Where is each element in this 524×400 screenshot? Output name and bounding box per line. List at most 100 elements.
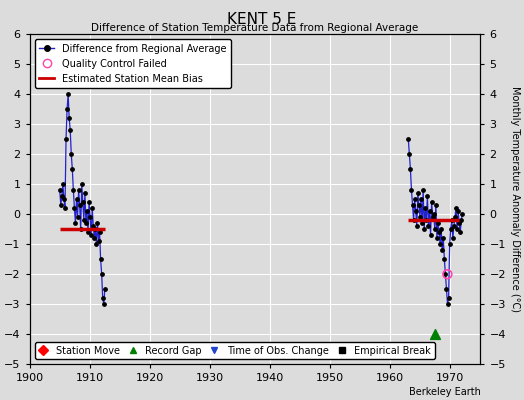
Point [406, 166, 414, 172]
Point [84, 229, 92, 236]
Point [64, 91, 72, 97]
Point [442, 286, 451, 292]
Point [421, 205, 430, 211]
Point [417, 196, 425, 202]
Point [431, 226, 439, 232]
Point [416, 214, 424, 220]
Point [83, 208, 91, 214]
Point [96, 256, 105, 262]
Point [409, 217, 418, 224]
Point [444, 295, 453, 302]
Point [451, 214, 459, 220]
Point [443, 271, 452, 278]
Point [432, 202, 440, 208]
Point [412, 223, 421, 230]
Point [455, 220, 463, 226]
Point [91, 226, 100, 232]
Point [418, 220, 427, 226]
Point [413, 190, 422, 196]
Point [425, 208, 434, 214]
Point [56, 187, 64, 193]
Point [458, 211, 466, 217]
Point [419, 187, 428, 193]
Point [67, 151, 75, 157]
Point [428, 199, 436, 205]
Text: KENT 5 E: KENT 5 E [227, 12, 297, 27]
Legend: Station Move, Record Gap, Time of Obs. Change, Empirical Break: Station Move, Record Gap, Time of Obs. C… [35, 342, 435, 360]
Point [456, 229, 464, 236]
Point [449, 235, 457, 242]
Point [58, 193, 66, 199]
Point [437, 226, 445, 232]
Point [95, 229, 104, 236]
Point [422, 217, 431, 224]
Point [61, 205, 69, 211]
Point [87, 232, 95, 238]
Point [427, 232, 435, 238]
Point [99, 295, 107, 302]
Point [59, 181, 67, 187]
Point [431, 331, 440, 338]
Point [78, 181, 86, 187]
Point [429, 214, 437, 220]
Point [92, 241, 101, 248]
Point [97, 271, 106, 278]
Point [93, 220, 102, 226]
Point [71, 220, 80, 226]
Point [94, 238, 103, 244]
Point [454, 208, 462, 214]
Point [73, 214, 82, 220]
Point [411, 208, 420, 214]
Point [77, 226, 85, 232]
Point [434, 220, 442, 226]
Point [450, 223, 458, 230]
Point [65, 115, 73, 121]
Point [435, 229, 443, 236]
Point [79, 199, 87, 205]
Point [443, 301, 452, 308]
Point [88, 205, 96, 211]
Title: Difference of Station Temperature Data from Regional Average: Difference of Station Temperature Data f… [91, 23, 419, 33]
Point [85, 199, 93, 205]
Point [441, 271, 450, 278]
Point [80, 217, 88, 224]
Point [423, 193, 432, 199]
Point [424, 223, 433, 230]
Point [407, 187, 416, 193]
Point [445, 241, 454, 248]
Point [63, 106, 71, 112]
Point [420, 226, 429, 232]
Point [452, 205, 460, 211]
Point [89, 223, 97, 230]
Point [453, 226, 461, 232]
Point [408, 202, 417, 208]
Point [86, 214, 94, 220]
Point [70, 205, 79, 211]
Point [414, 202, 423, 208]
Point [438, 247, 446, 254]
Point [457, 217, 465, 224]
Point [101, 286, 109, 292]
Point [68, 166, 77, 172]
Point [75, 202, 84, 208]
Point [446, 226, 455, 232]
Point [439, 235, 447, 242]
Point [69, 187, 78, 193]
Point [404, 136, 412, 142]
Text: Berkeley Earth: Berkeley Earth [409, 387, 481, 397]
Point [433, 235, 441, 242]
Point [62, 136, 70, 142]
Point [81, 190, 89, 196]
Point [436, 241, 444, 248]
Point [72, 196, 81, 202]
Point [57, 202, 65, 208]
Point [90, 235, 99, 242]
Point [440, 256, 449, 262]
Point [60, 196, 68, 202]
Point [405, 151, 413, 157]
Point [100, 301, 108, 308]
Point [410, 196, 419, 202]
Point [447, 217, 456, 224]
Point [430, 211, 438, 217]
Y-axis label: Monthly Temperature Anomaly Difference (°C): Monthly Temperature Anomaly Difference (… [510, 86, 520, 312]
